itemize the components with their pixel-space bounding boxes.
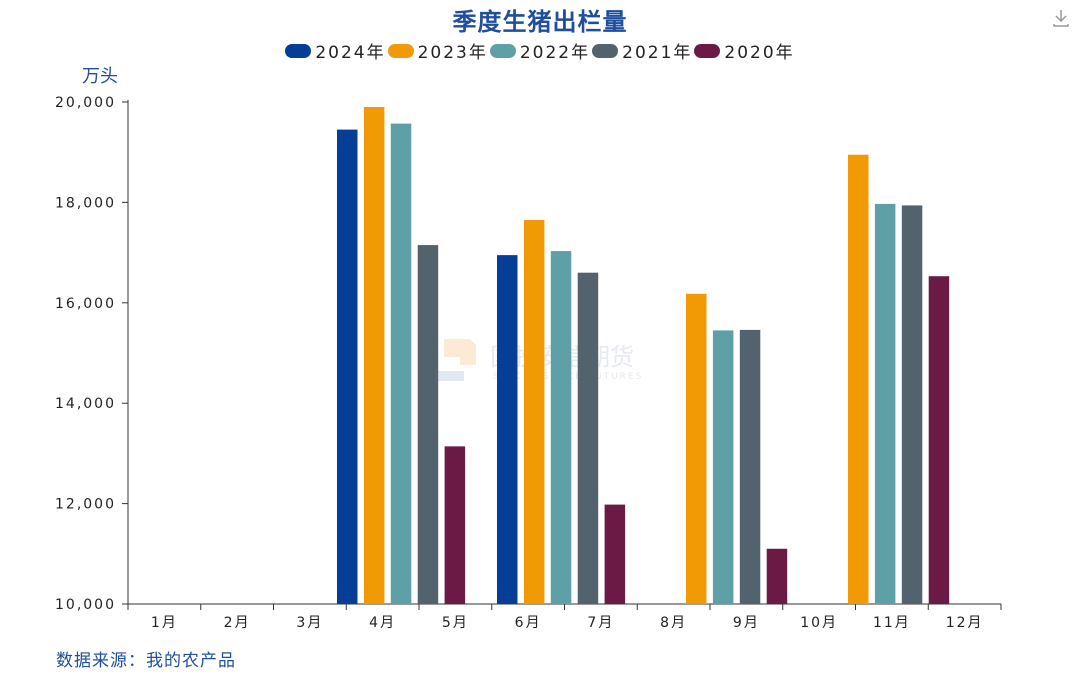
x-tick-label: 12月 [946,615,984,631]
bar [766,548,788,604]
x-tick-label: 7月 [587,615,614,631]
y-tick-label: 20,000 [55,95,116,111]
legend-swatch [592,43,619,58]
x-tick-label: 10月 [800,615,838,631]
legend-item[interactable]: 2021年 [592,38,692,63]
x-tick-label: 2月 [224,615,251,631]
legend-swatch [387,43,414,58]
y-axis-unit: 万头 [82,66,118,87]
y-tick-label: 12,000 [55,497,116,513]
legend-label: 2022年 [519,43,591,63]
y-tick-label: 18,000 [55,195,116,211]
bar [928,276,950,604]
x-tick-label: 8月 [660,615,687,631]
bar [874,203,896,604]
bar [390,123,412,604]
y-tick-label: 10,000 [55,597,116,613]
legend-item[interactable]: 2020年 [694,38,794,63]
bar [577,272,599,604]
legend-item[interactable]: 2024年 [285,38,385,63]
legend-item[interactable]: 2022年 [489,38,591,63]
x-tick-label: 1月 [151,615,178,631]
legend-label: 2020年 [724,43,795,63]
x-tick-label: 3月 [296,615,323,631]
x-tick-label: 4月 [369,615,396,631]
watermark-logo-icon [438,339,476,381]
x-tick-label: 9月 [733,615,760,631]
x-tick-label: 5月 [442,615,469,631]
bar [848,154,869,604]
x-tick-label: 11月 [873,615,911,631]
legend-swatch [489,43,516,58]
bar [901,205,923,605]
download-icon[interactable] [1052,8,1070,28]
bar [417,245,439,604]
bar [712,330,734,604]
legend-label: 2021年 [622,43,693,63]
bar [604,504,626,604]
bar [550,251,572,604]
bar [497,255,518,605]
legend-item[interactable]: 2023年 [387,38,488,63]
data-source: 数据来源：我的农产品 [56,651,236,671]
bar [363,107,385,605]
legend-swatch [694,43,721,58]
legend-label: 2024年 [315,43,386,63]
legend-label: 2023年 [417,43,488,63]
bar [444,446,466,604]
legend-swatch [285,43,312,58]
bar [337,129,358,605]
bar [686,293,707,604]
y-tick-label: 16,000 [55,296,116,312]
legend: 2024年 2023年 2022年 2021年 2020年 [0,38,1080,63]
y-tick-label: 14,000 [55,396,116,412]
bar [739,329,761,604]
bar [523,219,545,604]
x-tick-label: 6月 [515,615,542,631]
chart-title: 季度生猪出栏量 [452,8,628,36]
